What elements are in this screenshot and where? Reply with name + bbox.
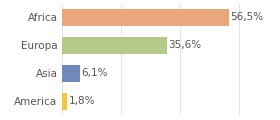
Bar xyxy=(62,93,67,110)
Text: 6,1%: 6,1% xyxy=(81,68,108,78)
Text: 35,6%: 35,6% xyxy=(168,40,201,50)
Text: 56,5%: 56,5% xyxy=(230,12,263,22)
Bar xyxy=(62,37,167,54)
Bar xyxy=(62,65,80,82)
Bar xyxy=(62,9,228,26)
Text: 1,8%: 1,8% xyxy=(68,96,95,106)
